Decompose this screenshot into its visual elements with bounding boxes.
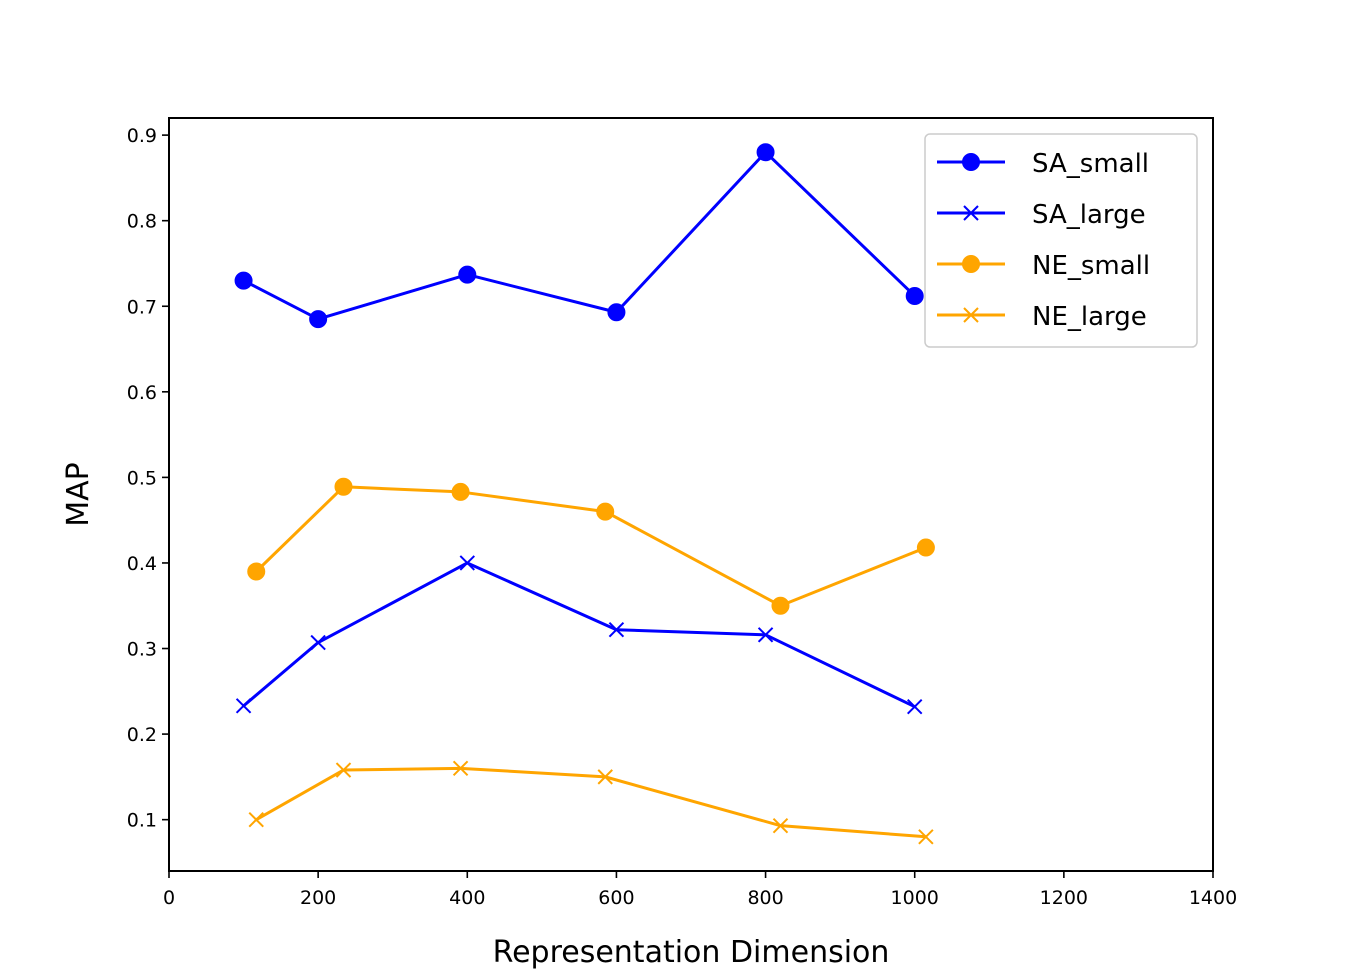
- legend-item-sa-small: SA_small: [937, 149, 1149, 179]
- data-point-sa-large: [608, 621, 625, 638]
- data-point-ne-large: [248, 811, 264, 828]
- data-point-ne-small: [596, 502, 615, 521]
- marker-stroke: [918, 829, 934, 845]
- x-tick-label: 400: [449, 887, 485, 909]
- legend-box: [924, 133, 1198, 348]
- data-point-sa-small: [458, 265, 477, 284]
- marker-stroke: [608, 621, 625, 638]
- y-tick-label: 0.6: [127, 382, 157, 404]
- series-line-ne-large: [254, 766, 928, 839]
- data-point-ne-small: [334, 477, 353, 496]
- x-axis-label: Representation Dimension: [493, 935, 890, 970]
- legend-marker: [962, 255, 980, 273]
- x-tick-label: 200: [300, 887, 336, 909]
- data-point-ne-small: [451, 482, 470, 501]
- series-layer: [234, 143, 935, 845]
- y-tick-label: 0.5: [127, 467, 157, 489]
- legend-marker: [963, 205, 979, 221]
- legend-item-ne-large: NE_large: [937, 302, 1147, 332]
- marker-stroke: [963, 205, 979, 221]
- y-tick-label: 0.7: [127, 296, 157, 318]
- x-tick-label: 600: [598, 887, 634, 909]
- marker-stroke: [459, 555, 475, 571]
- marker-stroke: [310, 634, 326, 651]
- x-tick-label: 0: [163, 887, 175, 909]
- series-ne-small: [247, 477, 935, 615]
- data-point-sa-large: [310, 634, 326, 651]
- legend-label: SA_large: [1032, 200, 1146, 230]
- marker-stroke: [335, 762, 352, 778]
- series-line-sa-small: [242, 150, 917, 321]
- data-point-sa-large: [907, 699, 923, 715]
- data-point-ne-large: [597, 769, 613, 785]
- legend-marker: [963, 307, 979, 323]
- data-point-ne-large: [918, 829, 934, 845]
- marker-stroke: [963, 307, 979, 323]
- series-line-sa-large: [242, 561, 917, 709]
- marker-stroke: [235, 698, 252, 714]
- y-tick-label: 0.1: [127, 810, 157, 832]
- series-ne-large: [248, 760, 934, 845]
- legend-label: NE_large: [1032, 302, 1147, 332]
- data-point-sa-large: [235, 698, 252, 714]
- y-tick-label: 0.8: [127, 211, 157, 233]
- x-tick-label: 1200: [1040, 887, 1088, 909]
- data-point-sa-large: [459, 555, 475, 571]
- y-tick-label: 0.3: [127, 639, 157, 661]
- x-axis: 0 200 400 600 800 1000 1200 1400: [163, 871, 1237, 909]
- data-point-sa-small: [607, 303, 626, 322]
- legend-item-ne-small: NE_small: [937, 251, 1150, 281]
- marker-stroke: [907, 699, 923, 715]
- series-line-ne-small: [254, 485, 928, 608]
- data-point-ne-small: [771, 596, 790, 615]
- data-point-ne-large: [452, 760, 469, 777]
- series-sa-small: [234, 143, 924, 329]
- series-sa-large: [235, 555, 923, 715]
- y-tick-label: 0.9: [127, 125, 157, 147]
- data-point-ne-small: [916, 538, 935, 557]
- marker-stroke: [452, 760, 469, 777]
- marker-stroke: [597, 769, 613, 785]
- data-point-sa-small: [234, 271, 253, 290]
- data-point-sa-large: [757, 627, 774, 643]
- x-tick-label: 1400: [1189, 887, 1237, 909]
- y-tick-label: 0.4: [127, 553, 157, 575]
- y-tick-label: 0.2: [127, 724, 157, 746]
- x-tick-label: 800: [747, 887, 783, 909]
- marker-stroke: [757, 627, 774, 643]
- data-point-ne-large: [335, 762, 352, 778]
- legend-item-sa-large: SA_large: [937, 200, 1146, 230]
- y-axis: 0.1 0.2 0.3 0.4 0.5 0.6 0.7 0.8 0.9: [127, 125, 169, 832]
- legend-marker: [962, 153, 980, 171]
- marker-stroke: [248, 811, 264, 828]
- data-point-sa-small: [905, 286, 924, 305]
- data-point-ne-large: [772, 817, 789, 834]
- legend-label: NE_small: [1032, 251, 1150, 281]
- data-point-ne-small: [247, 562, 266, 581]
- legend-label: SA_small: [1032, 149, 1149, 179]
- marker-stroke: [772, 817, 789, 834]
- data-point-sa-small: [309, 310, 328, 329]
- legend: SA_small SA_large NE_small NE_large: [924, 133, 1198, 348]
- x-tick-label: 1000: [891, 887, 939, 909]
- data-point-sa-small: [756, 143, 775, 162]
- y-axis-label: MAP: [61, 462, 96, 527]
